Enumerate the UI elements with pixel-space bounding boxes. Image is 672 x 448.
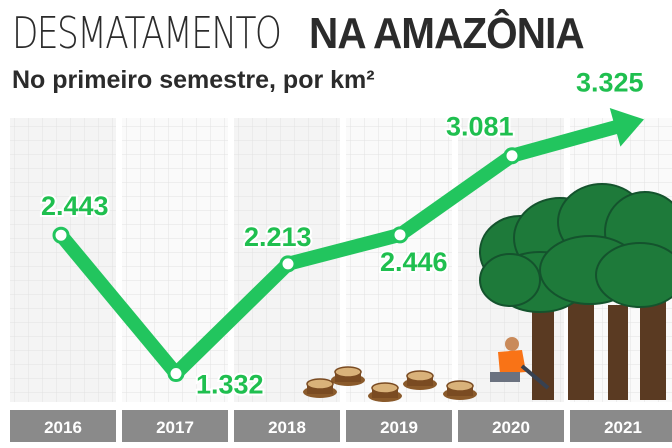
stump-top [371,382,399,394]
stump-top [334,366,362,378]
tree-trunk [532,300,554,400]
value-label: 2.213 [244,222,312,252]
value-label: 1.332 [196,370,264,400]
title-light: DESMATAMENTO [12,8,282,59]
year-label: 2021 [604,418,642,437]
year-bar [458,410,564,442]
year-bar [346,410,452,442]
tree-canopy [479,253,541,307]
year-axis: 2016 2017 2018 2019 2020 2021 [10,410,672,442]
tree-trunk [640,295,666,400]
year-label: 2016 [44,418,82,437]
data-point [279,255,297,273]
value-label: 2.443 [41,191,109,221]
year-bar [570,410,672,442]
worker-legs [490,372,520,382]
series-line [54,118,630,381]
column-grid [346,118,452,402]
stump-top [406,370,434,382]
value-label: 2.446 [380,247,448,277]
year-bar [234,410,340,442]
series-arrowhead [609,108,644,147]
chart-subtitle: No primeiro semestre, por km² [12,66,375,94]
worker-head [505,337,519,351]
year-label: 2019 [380,418,418,437]
series-line-group [54,108,644,381]
tree-canopy [595,242,672,308]
column-grid [10,118,116,402]
data-points [52,147,521,383]
value-label: 3.081 [446,112,514,142]
data-point [52,226,70,244]
value-labels: 2.443 1.332 2.213 2.446 3.081 3.325 [39,65,646,401]
forest-illustration [303,183,672,402]
column-grid [122,118,228,402]
year-label: 2020 [492,418,530,437]
tree-trunk [608,305,628,400]
stump-top [446,380,474,392]
year-bar [122,410,228,442]
data-point [167,365,185,383]
year-label: 2018 [268,418,306,437]
year-bar [10,410,116,442]
chart-title: DESMATAMENTO NA AMAZÔNIA [12,8,608,60]
data-point [503,147,521,165]
chainsaw [520,364,550,390]
title-bold: NA AMAZÔNIA [309,9,585,58]
tree-trunk [568,290,594,400]
data-point [391,226,409,244]
value-label: 3.325 [576,67,644,97]
stump-top [306,378,334,390]
year-label: 2017 [156,418,194,437]
worker-body [498,350,526,374]
